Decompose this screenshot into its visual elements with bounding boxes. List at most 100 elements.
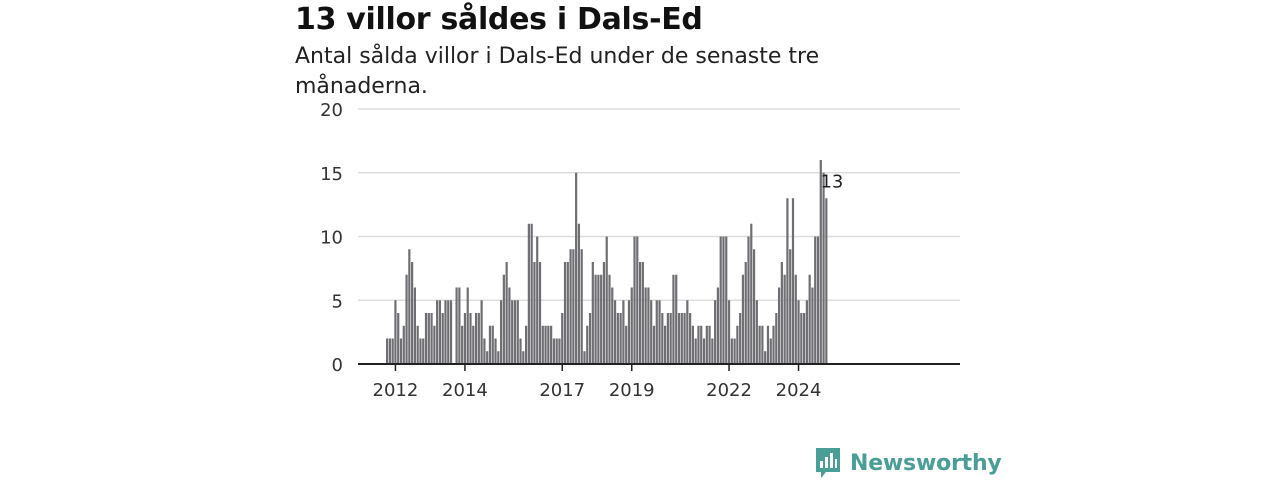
bar xyxy=(566,262,569,364)
bar xyxy=(641,262,644,364)
bar xyxy=(424,313,428,364)
bar xyxy=(761,325,764,364)
bar xyxy=(797,300,800,364)
bar xyxy=(700,325,703,364)
axes: 0 5 10 15 20 13 2012 2014 2017 2019 2022 2024 xyxy=(320,100,960,401)
bar xyxy=(397,313,400,364)
bar xyxy=(758,325,761,364)
bar xyxy=(616,313,619,364)
bar xyxy=(752,249,756,364)
bar xyxy=(819,160,822,364)
bar xyxy=(630,287,633,364)
bar xyxy=(522,351,525,364)
bar xyxy=(644,287,647,364)
x-tick-label: 2024 xyxy=(776,380,822,401)
bar xyxy=(405,274,408,364)
bar xyxy=(722,236,725,364)
bar xyxy=(413,287,416,364)
bar xyxy=(605,236,608,364)
bar xyxy=(538,262,542,364)
bar xyxy=(705,325,708,364)
bar xyxy=(594,274,597,364)
bar xyxy=(633,236,636,364)
bar xyxy=(463,313,467,364)
bar xyxy=(805,300,808,364)
bar xyxy=(727,300,731,364)
bar xyxy=(800,313,803,364)
newsworthy-logo[interactable]: Newsworthy xyxy=(814,446,1002,480)
bar xyxy=(755,300,758,364)
bar xyxy=(794,274,797,364)
bar xyxy=(555,338,558,364)
bar xyxy=(686,300,689,364)
bar xyxy=(458,287,461,364)
highlight-value-label: 13 xyxy=(820,171,843,192)
bar xyxy=(449,300,453,364)
bar xyxy=(791,198,795,364)
bar xyxy=(455,287,458,364)
bar xyxy=(480,300,483,364)
bar xyxy=(438,300,442,364)
y-tick-label: 0 xyxy=(332,355,343,376)
bar xyxy=(744,262,747,364)
bar xyxy=(702,338,706,364)
bar xyxy=(494,338,497,364)
bar xyxy=(513,300,517,364)
bar xyxy=(613,300,617,364)
bar xyxy=(527,223,530,364)
bar xyxy=(583,351,586,364)
bar xyxy=(502,274,505,364)
bar xyxy=(808,274,811,364)
bar xyxy=(750,223,753,364)
bar xyxy=(472,325,475,364)
bar xyxy=(394,300,397,364)
bar xyxy=(664,325,667,364)
bar xyxy=(544,325,547,364)
bar xyxy=(714,300,717,364)
bar-series xyxy=(386,160,828,364)
bar xyxy=(436,300,439,364)
bar xyxy=(411,262,414,364)
chart-subtitle: Antal sålda villor i Dals-Ed under de se… xyxy=(295,44,820,99)
bar xyxy=(619,313,622,364)
bar xyxy=(422,338,425,364)
bar xyxy=(408,249,411,364)
bar xyxy=(572,249,575,364)
bar xyxy=(575,172,578,364)
bar xyxy=(433,325,436,364)
bar xyxy=(622,300,625,364)
bar xyxy=(600,274,603,364)
bar xyxy=(563,262,567,364)
bar xyxy=(466,287,469,364)
bar xyxy=(764,351,767,364)
bar xyxy=(444,300,447,364)
x-tick-label: 2012 xyxy=(373,380,419,401)
bar xyxy=(689,313,692,364)
x-tick-label: 2019 xyxy=(609,380,655,401)
bar xyxy=(747,236,750,364)
bar xyxy=(386,338,389,364)
bar xyxy=(530,223,533,364)
bar xyxy=(483,338,486,364)
bar xyxy=(608,274,611,364)
x-tick-label: 2014 xyxy=(442,380,488,401)
bar xyxy=(772,325,775,364)
bar xyxy=(474,313,478,364)
bar xyxy=(486,351,489,364)
bar xyxy=(652,325,656,364)
bar xyxy=(447,300,450,364)
chart-title: 13 villor såldes i Dals-Ed xyxy=(295,2,703,37)
bar xyxy=(569,249,572,364)
y-tick-label: 15 xyxy=(320,164,343,185)
bar xyxy=(814,236,817,364)
bar xyxy=(611,287,614,364)
bar xyxy=(541,325,544,364)
bar xyxy=(647,287,650,364)
bar xyxy=(427,313,430,364)
bar xyxy=(708,325,711,364)
bar xyxy=(419,338,422,364)
bar xyxy=(803,313,806,364)
bar xyxy=(775,313,778,364)
x-tick-label: 2022 xyxy=(706,380,752,401)
